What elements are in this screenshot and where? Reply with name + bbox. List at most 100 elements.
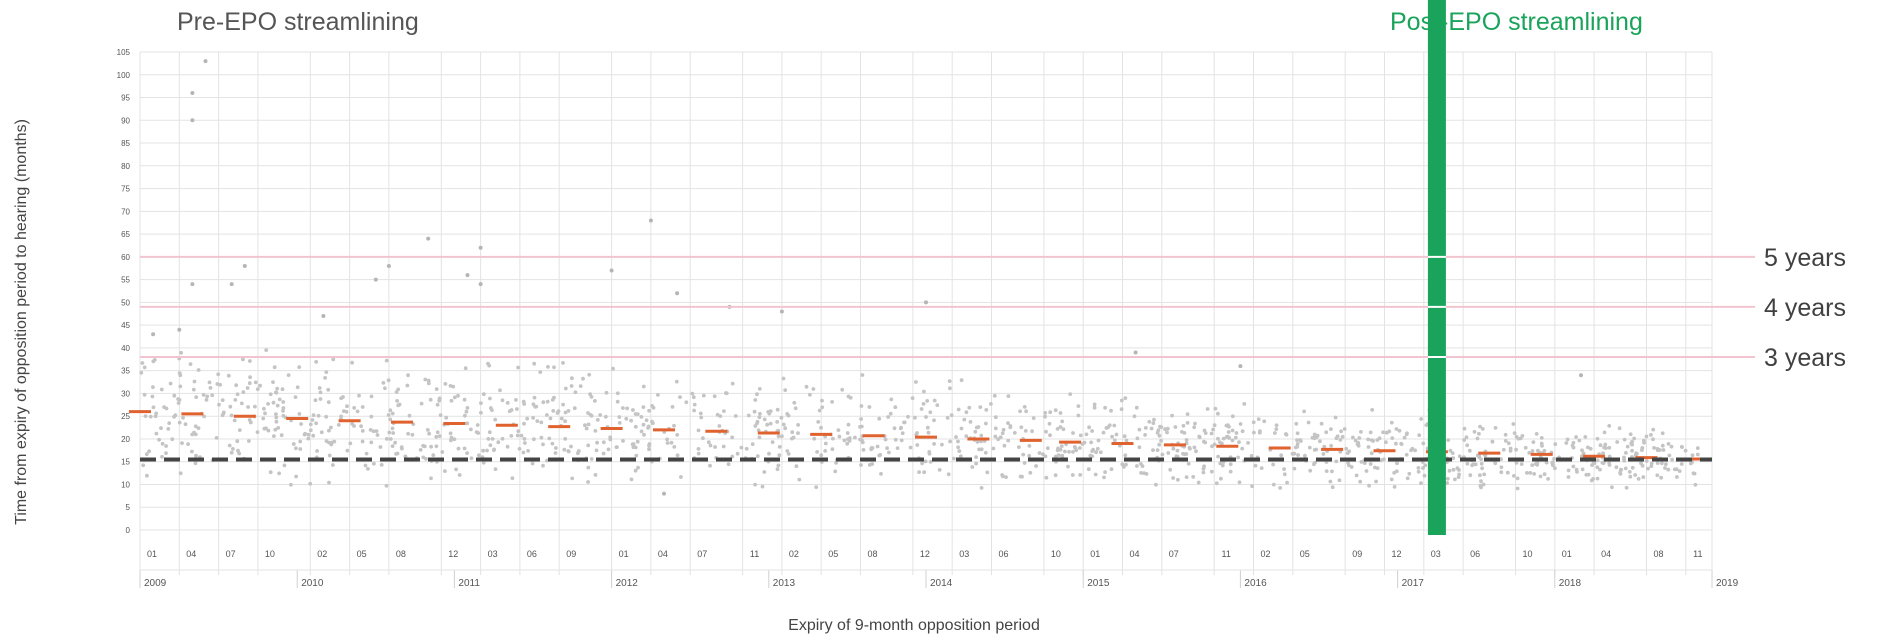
scatter-point: [1462, 438, 1467, 442]
scatter-point: [1194, 449, 1198, 454]
scatter-point: [1023, 429, 1028, 433]
scatter-point: [168, 381, 173, 386]
scatter-point: [817, 408, 822, 413]
scatter-point: [331, 463, 335, 467]
scatter-point: [867, 405, 872, 409]
scatter-point: [1481, 482, 1486, 487]
scatter-point: [1055, 448, 1060, 453]
scatter-point: [753, 398, 758, 402]
scatter-point: [1319, 421, 1324, 426]
scatter-point: [617, 415, 622, 419]
scatter-point: [386, 413, 391, 417]
scatter-point: [617, 421, 622, 425]
scatter-point: [1342, 427, 1347, 431]
y-tick-label: 100: [117, 71, 131, 80]
scatter-point: [746, 413, 751, 418]
scatter-point: [141, 463, 146, 468]
scatter-point: [196, 426, 201, 430]
scatter-point: [949, 413, 954, 418]
y-tick-label: 70: [121, 207, 130, 216]
scatter-point: [1515, 486, 1520, 491]
scatter-point: [1022, 405, 1027, 409]
scatter-point: [1155, 448, 1160, 452]
scatter-point: [718, 414, 723, 418]
scatter-point: [1371, 439, 1375, 443]
scatter-point: [1250, 484, 1254, 489]
scatter-point: [530, 461, 535, 466]
scatter-point: [1055, 427, 1060, 431]
scatter-point: [1166, 451, 1171, 455]
scatter-point: [1160, 452, 1165, 457]
scatter-point: [974, 455, 978, 459]
scatter-point: [792, 400, 797, 405]
scatter-point: [1646, 466, 1650, 471]
scatter-point: [1640, 463, 1645, 468]
scatter-point: [464, 409, 469, 414]
scatter-point: [164, 451, 168, 455]
month-tick-label: 11: [750, 549, 759, 559]
scatter-point: [717, 424, 722, 428]
scatter-point: [429, 476, 433, 481]
scatter-point: [345, 404, 349, 409]
scatter-point: [956, 445, 960, 450]
scatter-point: [1514, 461, 1519, 465]
y-tick-label: 25: [121, 412, 130, 421]
scatter-point: [261, 416, 266, 421]
scatter-point: [1230, 414, 1235, 419]
scatter-point: [1394, 469, 1399, 474]
scatter-point: [790, 430, 795, 435]
scatter-point: [220, 413, 225, 418]
scatter-point: [493, 417, 498, 422]
scatter-point: [978, 405, 983, 409]
outlier-point: [151, 332, 156, 337]
scatter-point: [1622, 437, 1627, 442]
scatter-point: [964, 434, 969, 438]
scatter-point: [329, 425, 333, 430]
month-tick-label: 03: [488, 549, 498, 559]
reference-label: 3 years: [1764, 344, 1846, 372]
month-tick-label: 06: [1470, 549, 1480, 559]
scatter-point: [908, 445, 913, 450]
scatter-point: [1109, 408, 1113, 413]
scatter-point: [1625, 444, 1630, 449]
scatter-point: [359, 424, 363, 429]
scatter-point: [1655, 448, 1660, 453]
scatter-point: [589, 395, 594, 399]
scatter-point: [1087, 425, 1091, 430]
scatter-point: [443, 382, 448, 386]
scatter-point: [281, 409, 285, 413]
scatter-point: [434, 387, 439, 391]
scatter-point: [724, 391, 728, 395]
scatter-point: [991, 446, 996, 451]
scatter-point: [1546, 477, 1550, 481]
scatter-point: [1185, 412, 1190, 416]
scatter-point: [733, 414, 738, 418]
scatter-point: [830, 447, 835, 452]
scatter-point: [181, 415, 185, 420]
scatter-point: [566, 449, 571, 453]
scatter-point: [1070, 473, 1075, 477]
scatter-point: [457, 473, 462, 477]
scatter-point: [1209, 431, 1214, 436]
scatter-point: [1536, 448, 1540, 453]
scatter-point: [451, 384, 456, 389]
scatter-point: [463, 366, 468, 371]
scatter-point: [1397, 428, 1402, 433]
scatter-point: [1384, 440, 1388, 445]
scatter-point: [339, 414, 343, 419]
scatter-point: [1583, 435, 1588, 439]
scatter-point: [730, 435, 735, 440]
scatter-point: [145, 473, 149, 478]
scatter-point: [427, 431, 431, 436]
scatter-point: [388, 408, 393, 413]
scatter-point: [1077, 446, 1082, 450]
month-tick-label: 09: [566, 549, 576, 559]
scatter-point: [1322, 444, 1327, 449]
scatter-point: [434, 444, 439, 449]
scatter-point: [1468, 473, 1473, 478]
scatter-point: [344, 409, 349, 414]
scatter-point: [1503, 439, 1508, 443]
outlier-point: [648, 218, 653, 223]
scatter-point: [768, 409, 773, 413]
scatter-point: [352, 406, 357, 410]
